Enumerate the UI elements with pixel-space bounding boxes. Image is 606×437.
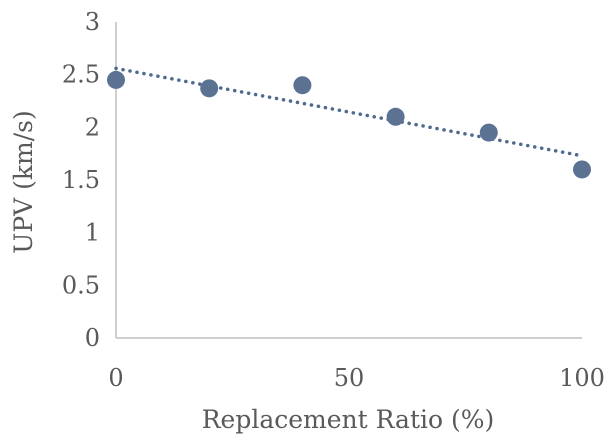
y-tick-label: 1.5 <box>62 166 100 194</box>
y-tick-label: 2 <box>85 113 100 141</box>
trendline-group <box>114 66 584 158</box>
y-tick-labels: 0 0.5 1 1.5 2 2.5 3 <box>62 8 100 352</box>
data-point <box>200 79 219 98</box>
x-tick-label: 50 <box>334 364 365 392</box>
data-point <box>573 160 591 179</box>
x-tick-labels: 0 50 100 <box>108 364 605 392</box>
axes <box>115 22 582 339</box>
linear-trendline <box>114 66 584 158</box>
data-point <box>293 76 312 95</box>
data-point <box>386 107 405 126</box>
x-axis-title: Replacement Ratio (%) <box>202 405 495 434</box>
x-tick-label: 100 <box>559 364 605 392</box>
y-tick-label: 1 <box>85 219 100 247</box>
y-tick-label: 3 <box>85 8 100 36</box>
y-tick-label: 0 <box>85 324 100 352</box>
y-tick-label: 2.5 <box>62 61 100 89</box>
data-point <box>107 70 125 89</box>
data-point <box>479 123 498 142</box>
x-tick-label: 0 <box>108 364 123 392</box>
data-points <box>107 70 591 179</box>
y-tick-label: 0.5 <box>62 271 100 299</box>
y-axis-title: UPV (km/s) <box>9 110 38 254</box>
